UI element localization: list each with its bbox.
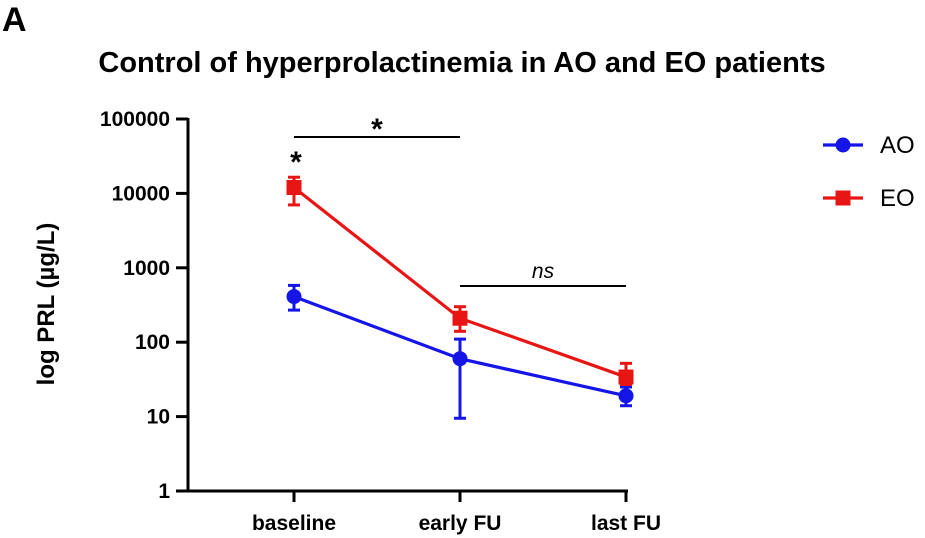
- legend-item-eo: EO: [823, 185, 915, 212]
- bracket-label-ns: ns: [532, 260, 555, 283]
- y-axis-label: log PRL (µg/L): [33, 223, 60, 386]
- legend: AO EO: [823, 132, 915, 212]
- x-tick-label: last FU: [591, 512, 661, 535]
- data-point: [618, 388, 634, 404]
- data-point: [452, 351, 468, 367]
- series-ao: [286, 283, 634, 420]
- data-point: [452, 310, 468, 326]
- y-tick-label: 1000: [123, 257, 170, 280]
- y-tick-label: 100000: [100, 108, 170, 131]
- x-tick-label: early FU: [419, 512, 502, 535]
- y-tick-label: 10: [147, 406, 170, 429]
- chart-title: Control of hyperprolactinemia in AO and …: [98, 47, 825, 79]
- data-point: [618, 369, 634, 385]
- y-tick-label: 1: [158, 480, 170, 503]
- series-eo: [286, 175, 634, 387]
- y-tick-label: 100: [135, 331, 170, 354]
- legend-label: EO: [880, 185, 915, 212]
- significance-star: *: [290, 146, 302, 179]
- data-point: [286, 180, 302, 196]
- axes: 1 10 100 1000 10000 100000 baseline early FU las…: [100, 108, 661, 535]
- legend-marker: [835, 137, 851, 153]
- legend-marker: [835, 190, 851, 206]
- significance-annotations: * * ns: [290, 113, 626, 287]
- series-layer: [286, 175, 634, 420]
- data-point: [286, 289, 302, 305]
- panel-label: A: [2, 1, 27, 39]
- y-tick-label: 10000: [112, 182, 170, 205]
- bracket-label-star: *: [371, 113, 383, 146]
- x-tick-label: baseline: [252, 512, 336, 535]
- legend-label: AO: [880, 132, 915, 159]
- legend-item-ao: AO: [823, 132, 915, 159]
